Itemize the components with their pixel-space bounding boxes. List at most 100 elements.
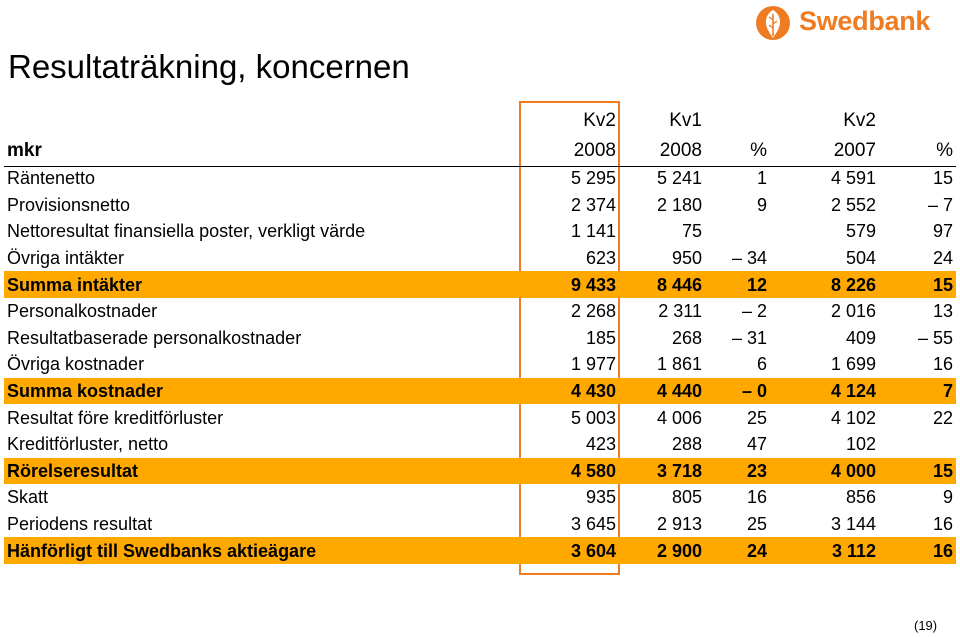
value-cell: 2 016 [830,301,876,322]
row-label: Övriga intäkter [7,248,125,269]
value-cell: 16 [932,514,953,535]
swedbank-logo: Swedbank [752,4,952,42]
header-cell: 2008 [659,140,702,161]
value-cell: 4 006 [656,407,702,428]
value-cell: 75 [681,221,702,242]
value-cell: 24 [705,537,770,564]
header-cell: Kv1 [669,110,702,131]
value-cell: 2 552 [830,194,876,215]
value-cell: 9 [756,194,767,215]
table-row: Skatt 935 805 16 856 9 [4,484,956,511]
header-divider [4,166,956,167]
value-cell: 8 226 [770,271,879,298]
value-cell: 950 [671,248,702,269]
value-cell: 2 311 [658,301,702,322]
row-label: Kreditförluster, netto [7,434,169,455]
value-cell: 2 374 [570,194,616,215]
value-cell: 15 [932,168,953,189]
row-label: Nettoresultat finansiella poster, verkli… [7,221,366,242]
value-cell: 16 [932,354,953,375]
value-cell: 3 645 [570,514,616,535]
value-cell: – 7 [927,194,953,215]
value-cell: 409 [845,327,876,348]
value-cell: 268 [671,327,702,348]
value-cell: 3 604 [519,537,619,564]
value-cell: 16 [746,487,767,508]
table-row: Personalkostnader 2 268 2 311 – 2 2 016 13 [4,298,956,325]
value-cell: 25 [746,514,767,535]
table-row: Övriga kostnader 1 977 1 861 6 1 699 16 [4,351,956,378]
value-cell: 579 [845,221,876,242]
value-cell: 13 [932,301,953,322]
value-cell [705,218,770,245]
table-row: Periodens resultat 3 645 2 913 25 3 144 16 [4,511,956,538]
value-cell: 805 [671,487,702,508]
value-cell: 504 [845,248,876,269]
value-cell: 4 591 [830,168,876,189]
header-cell [4,105,519,135]
value-cell: 3 144 [830,514,876,535]
value-cell: 22 [932,407,953,428]
value-cell: 6 [756,354,767,375]
page-title: Resultaträkning, koncernen [8,48,410,85]
value-cell: 24 [932,248,953,269]
summary-row: Summa intäkter 9 433 8 446 12 8 226 15 [4,271,956,298]
value-cell: 1 141 [570,221,616,242]
value-cell: 16 [879,537,956,564]
page-number: (19) [914,618,938,633]
value-cell: 2 900 [619,537,705,564]
header-cell: Kv2 [843,110,876,131]
table-row: Nettoresultat finansiella poster, verkli… [4,218,956,245]
header-cell [705,105,770,135]
value-cell: 623 [585,248,616,269]
header-cell: 2008 [573,140,616,161]
value-cell: 47 [746,434,767,455]
value-cell: – 2 [741,301,767,322]
summary-row: Hänförligt till Swedbanks aktieägare 3 60… [4,537,956,564]
row-label: Personalkostnader [7,301,158,322]
value-cell: 23 [705,457,770,485]
row-label: Periodens resultat [7,514,153,535]
value-cell: 9 [942,487,953,508]
row-label: Provisionsnetto [7,194,131,215]
value-cell: 935 [585,487,616,508]
value-cell: 7 [879,377,956,405]
value-cell: 288 [671,434,702,455]
value-cell: 4 440 [619,377,705,405]
header-row-year: mkr 2008 2008 % 2007 % [4,135,956,165]
value-cell: – 55 [917,327,953,348]
table-row: Övriga intäkter 623 950 – 34 504 24 [4,245,956,272]
value-cell: 3 718 [619,457,705,485]
header-cell: % [750,140,767,161]
value-cell: 2 180 [656,194,702,215]
row-label: Summa intäkter [4,271,519,298]
table-row: Resultat före kreditförluster 5 003 4 006 2… [4,404,956,431]
value-cell: 9 433 [519,271,619,298]
value-cell: 1 861 [656,354,702,375]
value-cell: 3 112 [770,537,879,564]
unit-label: mkr [7,140,42,161]
row-label: Räntenetto [7,168,96,189]
table-row: Resultatbaserade personalkostnader 185 268… [4,325,956,352]
table-row: Räntenetto 5 295 5 241 1 4 591 15 [4,165,956,192]
value-cell: 102 [845,434,876,455]
value-cell: 1 [756,168,767,189]
value-cell: 1 977 [570,354,616,375]
value-cell: – 31 [731,327,767,348]
table-row: Provisionsnetto 2 374 2 180 9 2 552 – 7 [4,192,956,219]
value-cell: 25 [746,407,767,428]
header-cell: Kv2 [583,110,616,131]
income-statement-table: Kv2 Kv1 Kv2 mkr 2008 2008 % 2007 % Ränte… [4,105,956,564]
row-label: Skatt [7,487,49,508]
header-cell [879,105,956,135]
value-cell: 15 [879,271,956,298]
row-label: Övriga kostnader [7,354,145,375]
value-cell: 5 295 [570,168,616,189]
value-cell: 4 102 [830,407,876,428]
table-row: Kreditförluster, netto 423 288 47 102 [4,431,956,458]
value-cell: 2 268 [570,301,616,322]
brand-wordmark: Swedbank [799,6,931,36]
value-cell: 8 446 [619,271,705,298]
value-cell: 97 [932,221,953,242]
